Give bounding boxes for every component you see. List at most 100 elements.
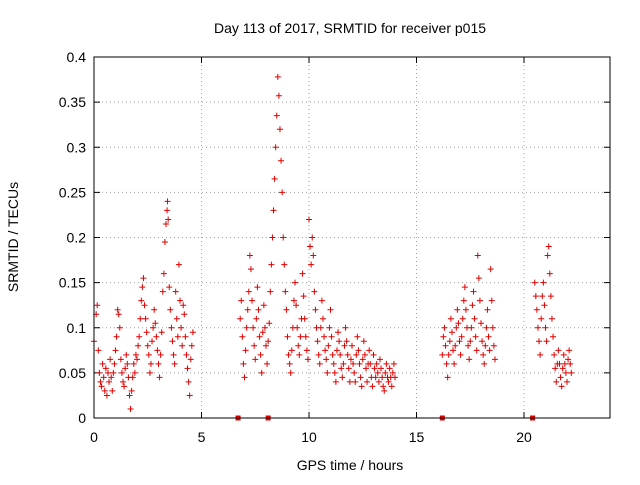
data-point [164,198,171,205]
data-point [315,351,322,358]
data-point [556,360,563,367]
data-point [150,324,157,331]
data-point [352,378,359,385]
data-point [318,297,325,304]
data-point [319,315,326,322]
data-point [124,360,131,367]
data-point [357,374,364,381]
data-point [98,383,105,390]
data-point [341,342,348,349]
data-point [257,351,264,358]
data-point [354,333,361,340]
data-point [141,302,148,309]
data-point [356,360,363,367]
chart-title: Day 113 of 2017, SRMTID for receiver p01… [214,20,486,36]
data-point [342,324,349,331]
data-point [324,369,331,376]
y-tick-label: 0.35 [59,94,86,110]
data-point [323,356,330,363]
data-point [169,338,176,345]
data-point [533,306,540,313]
data-point [465,342,472,349]
data-point [300,293,307,300]
data-point [264,360,271,367]
data-point [102,365,109,372]
data-point [290,297,297,304]
data-point [453,324,460,331]
data-point [161,239,168,246]
data-point [374,369,381,376]
data-point [123,351,130,358]
data-point [373,360,380,367]
data-point [546,270,553,277]
x-tick-label: 20 [516,429,532,445]
data-point [269,234,276,241]
data-point [249,297,256,304]
data-point [457,351,464,358]
x-tick-label: 0 [90,429,98,445]
data-point [568,369,575,376]
data-point [325,342,332,349]
data-point [156,374,163,381]
data-point [380,383,387,390]
data-point [284,333,291,340]
data-point [151,306,158,313]
data-point [532,293,539,300]
data-point [343,338,350,345]
data-point [165,216,172,223]
data-point [537,351,544,358]
data-point [340,360,347,367]
data-point [548,315,555,322]
data-point [147,360,154,367]
data-point [345,365,352,372]
data-point [452,342,459,349]
data-point [302,333,309,340]
data-point [344,351,351,358]
data-point [188,342,195,349]
data-point [468,324,475,331]
data-point [470,288,477,295]
data-point [362,365,369,372]
data-point [178,324,185,331]
data-point [134,356,140,363]
data-point [538,315,545,322]
data-point [483,324,490,331]
data-point [338,365,345,372]
data-point [349,342,355,349]
data-point [296,351,303,358]
data-point [480,351,487,358]
data-point [270,207,277,214]
data-point [172,288,179,295]
data-point [332,378,339,385]
data-point [562,369,569,376]
data-point [337,351,344,358]
y-tick-label: 0.2 [67,230,87,246]
y-tick-label: 0.05 [59,365,86,381]
data-point [157,351,164,358]
data-point [94,302,101,309]
y-tick-label: 0.25 [59,184,86,200]
data-point [132,351,139,358]
data-point [245,288,252,295]
data-point [280,234,287,241]
data-point [278,157,285,164]
x-axis-ticks: 0 5 10 15 20 [90,57,532,445]
data-point [128,387,135,394]
data-point [143,329,150,336]
data-point [138,297,145,304]
data-point [372,374,379,381]
data-point [99,360,106,367]
data-point [442,342,449,349]
data-point [488,297,495,304]
data-point [551,351,558,358]
data-point [443,360,450,367]
data-point [258,369,265,376]
data-point [448,329,455,336]
data-point [558,383,565,390]
data-point [381,387,388,394]
data-point [383,360,390,367]
data-point [336,338,343,345]
data-point [545,243,552,250]
data-point [484,306,491,313]
data-point [144,342,151,349]
